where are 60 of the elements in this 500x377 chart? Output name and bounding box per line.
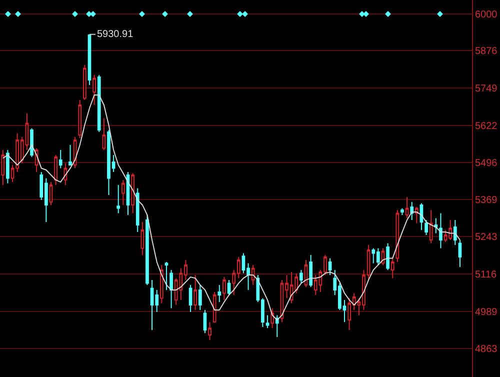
candlestick <box>102 118 106 150</box>
candlestick <box>424 219 428 236</box>
candlestick <box>146 214 149 286</box>
candlestick <box>390 258 394 279</box>
y-tick-label: 4863 <box>475 344 498 355</box>
y-tick-label: 6000 <box>475 10 498 21</box>
line-series <box>2 94 460 320</box>
y-tick-label: 5749 <box>475 83 498 94</box>
candlestick <box>131 172 134 214</box>
candlestick <box>251 264 255 286</box>
y-tick-label: 5622 <box>475 120 498 132</box>
y-tick-label: 4989 <box>475 306 498 318</box>
candlestick <box>30 128 34 158</box>
candlestick <box>227 279 231 296</box>
candlestick <box>266 314 270 329</box>
y-tick-label: 5496 <box>475 158 498 169</box>
candlestick <box>405 196 409 219</box>
candlestick <box>439 212 442 249</box>
candlestick <box>194 274 198 310</box>
candlestick <box>414 206 418 224</box>
candlestick <box>208 322 212 340</box>
candlestick <box>203 309 207 334</box>
candlestick <box>458 239 462 268</box>
candlestick <box>49 182 53 206</box>
candlestick <box>97 74 101 133</box>
candlestick <box>78 99 82 139</box>
annotation: 5930.91 <box>97 29 134 40</box>
candlestick <box>68 144 72 166</box>
y-tick-label: 5243 <box>475 232 498 244</box>
candlestick <box>116 184 120 214</box>
candlestick <box>136 188 140 233</box>
candlestick <box>58 149 62 169</box>
candlestick <box>453 219 457 246</box>
candlestick <box>212 292 216 323</box>
candlestick <box>54 154 58 186</box>
y-tick-label: 5116 <box>475 270 497 281</box>
y-tick-label: 5876 <box>475 46 498 58</box>
candlestick <box>198 284 202 310</box>
y-tick-label: 5369 <box>475 195 498 206</box>
candlestick <box>170 269 173 309</box>
candlestick <box>121 179 125 206</box>
candlestick <box>160 264 164 304</box>
candlestick <box>222 276 226 300</box>
candlestick <box>434 218 438 234</box>
candlestick <box>188 284 192 313</box>
candlestick <box>64 162 68 186</box>
candlestick <box>328 258 332 276</box>
candlestick <box>300 269 303 284</box>
candlestick <box>396 209 400 263</box>
candlestick <box>218 284 222 303</box>
candlestick <box>140 222 144 256</box>
candlestick <box>83 64 86 100</box>
candlestick <box>6 149 10 184</box>
candlestick <box>386 242 390 270</box>
candlestick <box>92 74 96 106</box>
candlestick <box>400 208 404 216</box>
candlestick <box>88 34 92 86</box>
candlestick <box>164 262 168 290</box>
candlestick <box>309 254 312 288</box>
candlestick <box>429 209 433 244</box>
